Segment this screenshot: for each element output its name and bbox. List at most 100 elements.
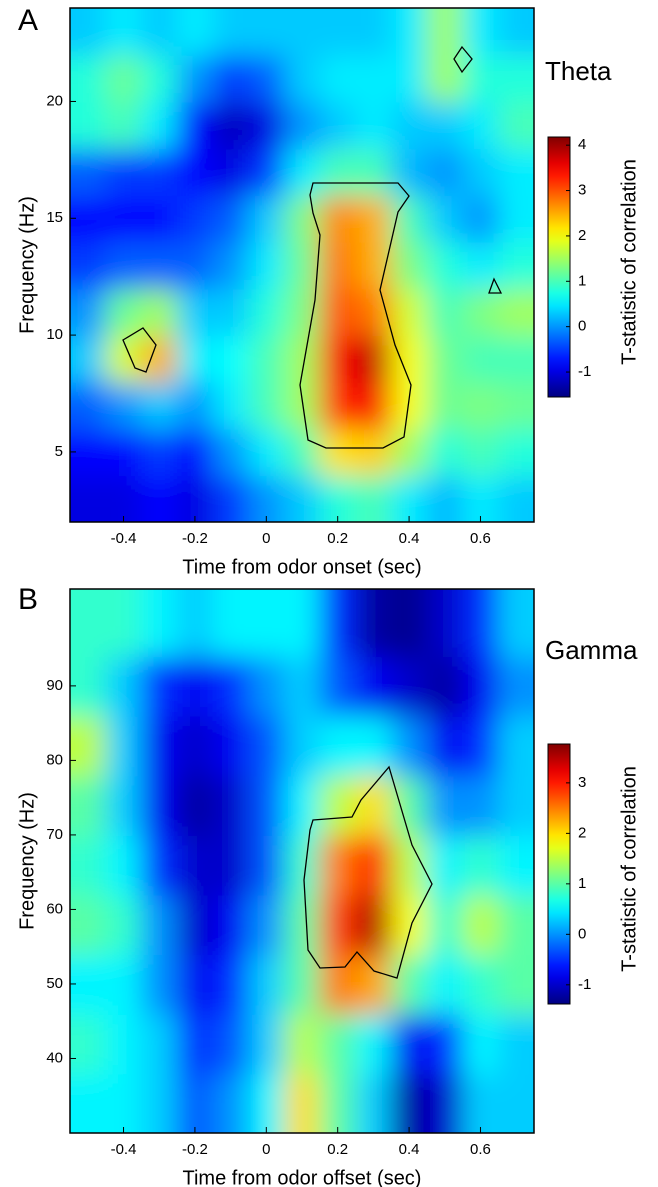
heatmap-cell — [70, 954, 107, 1015]
heatmap-cell — [248, 194, 286, 243]
heatmap-cell — [498, 589, 534, 658]
heatmap-cell — [141, 148, 179, 196]
colorbar-tick-label: 3 — [578, 182, 586, 199]
heatmap-cell — [105, 954, 143, 1015]
x-tick-label: -0.2 — [182, 530, 208, 547]
heatmap-cell — [177, 428, 214, 477]
heatmap-cell — [212, 381, 250, 430]
heatmap-cell — [426, 148, 464, 196]
heatmap-cell — [462, 775, 500, 836]
y-tick-label: 70 — [46, 826, 63, 843]
heatmap-cell — [70, 715, 107, 777]
heatmap-cell — [248, 894, 286, 956]
heatmap-cell — [105, 715, 143, 777]
heatmap-cell — [105, 475, 143, 522]
heatmap-cell — [391, 335, 428, 383]
heatmap-cell — [319, 194, 357, 243]
heatmap-cell — [498, 335, 534, 383]
heatmap-cell — [319, 241, 357, 290]
heatmap-cell — [355, 1073, 393, 1133]
heatmap-cell — [70, 148, 107, 196]
heatmap-cell — [498, 1013, 534, 1075]
heatmap-cell — [141, 834, 179, 896]
heatmap-cell — [141, 589, 179, 658]
heatmap-cell — [177, 241, 214, 290]
heatmap-cell — [105, 589, 143, 658]
x-tick-label: -0.4 — [111, 1141, 137, 1158]
heatmap-cell — [462, 656, 500, 717]
heatmap-cell — [248, 54, 286, 103]
heatmap-cell — [462, 335, 500, 383]
heatmap-cell — [391, 475, 428, 522]
heatmap-cell — [462, 288, 500, 337]
x-axis-label: Time from odor onset (sec) — [182, 556, 421, 578]
heatmap-cell — [426, 428, 464, 477]
heatmap-cell — [177, 148, 214, 196]
plot-area — [70, 589, 534, 1133]
contour — [299, 182, 412, 449]
heatmap-cell — [319, 589, 357, 658]
heatmap-cell — [248, 428, 286, 477]
heatmap-cell — [105, 1013, 143, 1075]
heatmap-cell — [426, 241, 464, 290]
heatmap-cell — [284, 894, 321, 956]
heatmap-cell — [70, 8, 107, 56]
heatmap-cell — [248, 475, 286, 522]
heatmap-cell — [355, 656, 393, 717]
heatmap-cell — [177, 54, 214, 103]
heatmap-cell — [212, 715, 250, 777]
heatmap-cell — [70, 834, 107, 896]
heatmap-cell — [462, 1013, 500, 1075]
heatmap-cell — [498, 715, 534, 777]
heatmap-cell — [70, 894, 107, 956]
heatmap-cell — [177, 1013, 214, 1075]
heatmap-cell — [426, 335, 464, 383]
heatmap-cell — [462, 715, 500, 777]
panel-label: A — [18, 4, 38, 37]
y-tick-label: 60 — [46, 900, 63, 917]
heatmap-cell — [391, 589, 428, 658]
heatmap-cell — [212, 1013, 250, 1075]
heatmap-cell — [498, 101, 534, 150]
heatmap-cell — [212, 54, 250, 103]
heatmap-cell — [391, 381, 428, 430]
heatmap-cell — [355, 428, 393, 477]
heatmap-cell — [284, 589, 321, 658]
heatmap-cell — [355, 1013, 393, 1075]
heatmap-cell — [355, 101, 393, 150]
heatmap-cell — [141, 775, 179, 836]
heatmap-cell — [105, 775, 143, 836]
heatmap-cell — [141, 428, 179, 477]
heatmap-cell — [462, 1073, 500, 1133]
x-tick-label: 0.4 — [399, 1141, 420, 1158]
heatmap-cell — [177, 656, 214, 717]
heatmap-cell — [319, 335, 357, 383]
heatmap-cell — [391, 148, 428, 196]
heatmap-cell — [177, 381, 214, 430]
heatmap-cell — [498, 475, 534, 522]
x-tick-label: -0.2 — [182, 1141, 208, 1158]
heatmap-cell — [284, 428, 321, 477]
heatmap-cell — [177, 775, 214, 836]
heatmap-cell — [212, 8, 250, 56]
heatmap-cell — [177, 894, 214, 956]
heatmap-cell — [70, 54, 107, 103]
y-tick-label: 15 — [46, 209, 63, 226]
heatmap-cell — [498, 428, 534, 477]
heatmap-cell — [248, 775, 286, 836]
colorbar-tick-label: -1 — [578, 363, 591, 380]
heatmap-cell — [462, 954, 500, 1015]
heatmap-cell — [70, 288, 107, 337]
heatmap-cell — [498, 8, 534, 56]
heatmap-cell — [498, 775, 534, 836]
heatmap-cell — [284, 54, 321, 103]
heatmap-cell — [426, 1073, 464, 1133]
heatmap-cell — [70, 428, 107, 477]
x-tick-label: 0 — [262, 530, 270, 547]
heatmap-cell — [355, 148, 393, 196]
heatmap-cell — [319, 715, 357, 777]
heatmap-cell — [391, 8, 428, 56]
heatmap-cell — [141, 381, 179, 430]
x-tick-label: 0.6 — [470, 530, 491, 547]
heatmap-cell — [70, 335, 107, 383]
